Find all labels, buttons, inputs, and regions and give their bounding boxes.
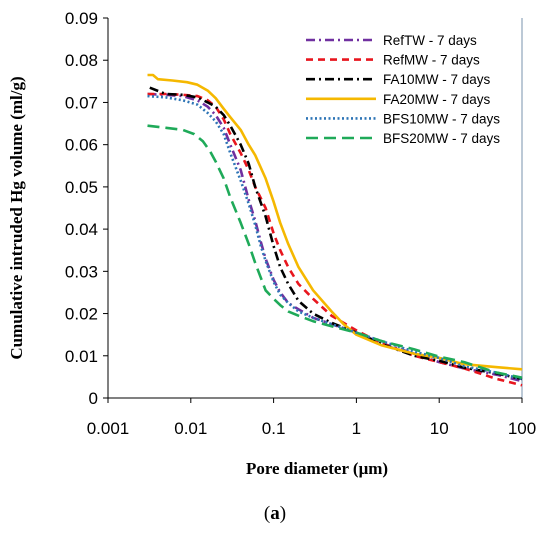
legend-label: BFS10MW - 7 days — [383, 111, 500, 126]
x-tick-label: 10 — [430, 419, 449, 438]
legend-label: RefTW - 7 days — [383, 33, 477, 48]
legend: RefTW - 7 days RefMW - 7 days FA10MW - 7 d… — [306, 33, 500, 146]
series-line-2 — [147, 92, 523, 387]
pore-size-chart: 0 0.01 0.02 0.03 0.04 0.05 0.06 0.07 0.08 0.09 0.0… — [7, 9, 536, 478]
x-tick-label: 0.001 — [87, 419, 130, 438]
caption-letter: a — [270, 503, 280, 524]
legend-label: BFS20MW - 7 days — [383, 131, 500, 146]
series-line-5 — [147, 94, 523, 381]
y-tick-label: 0.04 — [65, 220, 98, 239]
x-tick-label: 100 — [508, 419, 536, 438]
series-line-4 — [147, 73, 523, 371]
y-tick-label: 0.07 — [65, 93, 98, 112]
y-tick-label: 0.09 — [65, 9, 98, 28]
y-tick-label: 0.01 — [65, 347, 98, 366]
y-tick-label: 0.03 — [65, 262, 98, 281]
y-axis-title: Cumulative intruded Hg volume (ml/g) — [7, 76, 26, 359]
x-tick-label: 0.1 — [262, 419, 286, 438]
series-line-6 — [147, 124, 523, 379]
caption-close-paren: ) — [279, 503, 287, 524]
series-lines — [147, 73, 523, 387]
y-tick-label: 0.02 — [65, 305, 98, 324]
figure-caption: (a) — [0, 503, 550, 525]
x-axis-title: Pore diameter (μm) — [246, 459, 388, 478]
x-tick-label: 0.01 — [174, 419, 207, 438]
legend-label: RefMW - 7 days — [383, 53, 480, 68]
legend-label: FA20MW - 7 days — [383, 92, 491, 107]
y-tick-label: 0.05 — [65, 178, 98, 197]
y-tick-label: 0.08 — [65, 51, 98, 70]
x-tick-label: 1 — [352, 419, 361, 438]
caption-open-paren: ( — [263, 503, 271, 524]
axes: 0 0.01 0.02 0.03 0.04 0.05 0.06 0.07 0.08 0.09 0.0… — [65, 9, 536, 438]
y-tick-label: 0.06 — [65, 136, 98, 155]
series-line-3 — [149, 86, 523, 381]
legend-label: FA10MW - 7 days — [383, 72, 491, 87]
y-tick-label: 0 — [89, 389, 98, 408]
